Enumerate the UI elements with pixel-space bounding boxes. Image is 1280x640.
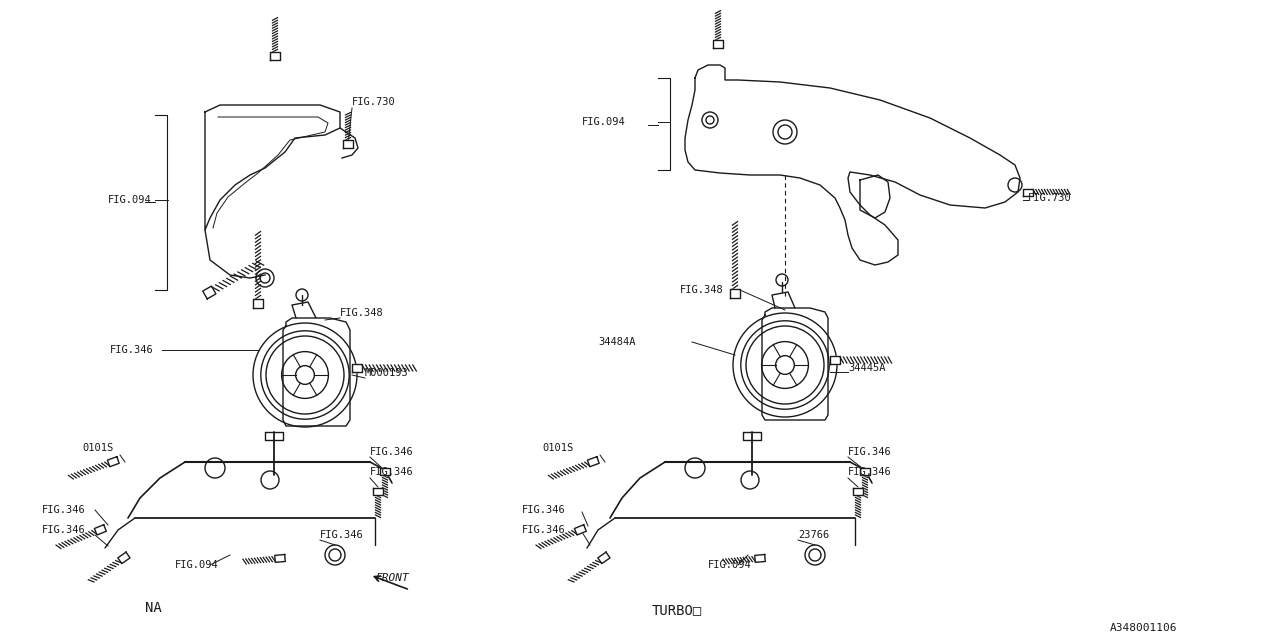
Circle shape [809,549,820,561]
Polygon shape [253,299,262,308]
Polygon shape [713,40,723,48]
Polygon shape [588,457,599,467]
Circle shape [707,116,714,124]
Text: FIG.094: FIG.094 [108,195,152,205]
Text: FIG.346: FIG.346 [42,525,86,535]
Text: 0101S: 0101S [82,443,113,453]
Text: 0101S: 0101S [541,443,573,453]
Polygon shape [202,286,216,299]
Text: FIG.348: FIG.348 [340,308,384,318]
Text: FRONT: FRONT [375,573,408,583]
Text: 34484A: 34484A [598,337,635,347]
Circle shape [329,549,340,561]
Polygon shape [755,554,765,563]
Text: FIG.346: FIG.346 [110,345,154,355]
Polygon shape [95,525,106,535]
Text: FIG.346: FIG.346 [42,505,86,515]
Polygon shape [270,52,280,60]
Text: FIG.346: FIG.346 [849,467,892,477]
Polygon shape [1023,189,1033,195]
Polygon shape [118,552,131,564]
Polygon shape [852,488,863,495]
Text: 34445A: 34445A [849,363,886,373]
Polygon shape [380,468,390,475]
Text: FIG.346: FIG.346 [522,525,566,535]
Polygon shape [352,364,362,372]
Polygon shape [372,488,383,495]
Circle shape [260,273,270,283]
Polygon shape [575,525,586,535]
Text: A348001106: A348001106 [1110,623,1178,633]
Text: 23766: 23766 [797,530,829,540]
Text: FIG.094: FIG.094 [175,560,219,570]
Polygon shape [860,468,870,475]
Polygon shape [598,552,611,564]
Text: M000193: M000193 [365,368,408,378]
Text: FIG.348: FIG.348 [680,285,723,295]
Circle shape [778,125,792,139]
Polygon shape [730,289,740,298]
Text: FIG.346: FIG.346 [370,447,413,457]
Text: FIG.346: FIG.346 [522,505,566,515]
Text: FIG.346: FIG.346 [849,447,892,457]
Text: FIG.094: FIG.094 [582,117,626,127]
Polygon shape [108,457,119,467]
Text: NA: NA [145,601,161,615]
Text: FIG.730: FIG.730 [352,97,396,107]
Polygon shape [343,140,353,148]
Text: FIG.346: FIG.346 [370,467,413,477]
Polygon shape [829,356,840,364]
Polygon shape [275,554,285,563]
Text: FIG.730: FIG.730 [1028,193,1071,203]
Text: FIG.094: FIG.094 [708,560,751,570]
Polygon shape [860,175,890,218]
Text: TURBO□: TURBO□ [652,603,703,617]
Text: FIG.346: FIG.346 [320,530,364,540]
